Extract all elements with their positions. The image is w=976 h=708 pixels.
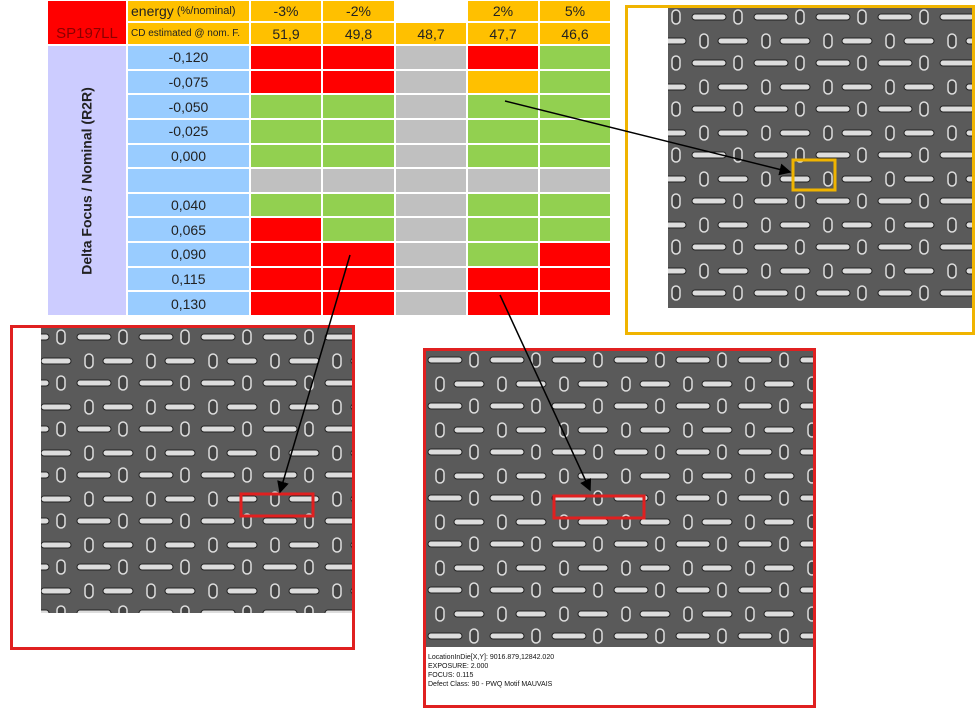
- status-cell: [467, 118, 539, 144]
- sem-photo: [41, 328, 352, 613]
- status-cell: [322, 168, 395, 193]
- caption-line: FOCUS: 0.115: [428, 672, 474, 679]
- image-caption: LocationInDie[X,Y]: 9016.879,12842.020 EX…: [428, 653, 554, 689]
- focus-energy-table: SP197LL Delta Focus / Nominal (R2R) energy…: [0, 0, 620, 320]
- status-cell: [539, 143, 611, 169]
- status-cell: [395, 266, 467, 292]
- status-cell: [539, 94, 611, 119]
- cd-header: 51,9: [250, 22, 322, 45]
- status-cell: [467, 94, 539, 119]
- status-cell: [322, 242, 395, 267]
- status-cell: [467, 291, 539, 316]
- status-cell: [395, 242, 467, 267]
- status-cell: [395, 118, 467, 144]
- status-cell: [322, 94, 395, 119]
- status-cell: [395, 45, 467, 70]
- status-cell: [250, 266, 322, 292]
- focus-value: -0,050: [127, 94, 250, 119]
- focus-value: 0,065: [127, 217, 250, 243]
- status-cell: [250, 143, 322, 169]
- status-cell: [539, 118, 611, 144]
- status-cell: [395, 217, 467, 243]
- row-axis-label-text: Delta Focus / Nominal (R2R): [79, 86, 95, 275]
- status-cell: [539, 45, 611, 70]
- status-cell: [322, 266, 395, 292]
- caption-line: LocationInDie[X,Y]: 9016.879,12842.020: [428, 654, 555, 661]
- cd-header: 48,7: [395, 22, 467, 45]
- energy-header: -3%: [250, 0, 322, 22]
- status-cell: [322, 192, 395, 218]
- status-cell: [539, 266, 611, 292]
- energy-header: [395, 0, 467, 22]
- status-cell: [322, 69, 395, 95]
- cd-header: 47,7: [467, 22, 539, 45]
- focus-value: 0,090: [127, 242, 250, 267]
- header-label: energy (%/nominal): [127, 0, 250, 22]
- status-cell: [250, 118, 322, 144]
- status-cell: [395, 69, 467, 95]
- focus-value: 0,000: [127, 143, 250, 169]
- sem-image-bottom-left: [10, 325, 355, 650]
- header-text: energy: [131, 3, 174, 19]
- status-cell: [322, 45, 395, 70]
- status-cell: [539, 168, 611, 193]
- status-cell: [322, 118, 395, 144]
- focus-value: -0,025: [127, 118, 250, 144]
- cd-header: 46,6: [539, 22, 611, 45]
- status-cell: [250, 242, 322, 267]
- sem-photo: [426, 351, 813, 647]
- status-cell: [467, 192, 539, 218]
- corner-label: SP197LL: [47, 0, 127, 45]
- status-cell: [395, 94, 467, 119]
- sem-photo: [668, 8, 972, 308]
- sem-image-top: [625, 5, 975, 335]
- status-cell: [322, 291, 395, 316]
- status-cell: [250, 69, 322, 95]
- status-cell: [250, 217, 322, 243]
- status-cell: [467, 69, 539, 95]
- status-cell: [467, 168, 539, 193]
- focus-value: 0,115: [127, 266, 250, 292]
- status-cell: [395, 143, 467, 169]
- status-cell: [539, 217, 611, 243]
- caption-line: EXPOSURE: 2.000: [428, 663, 489, 670]
- header-text: (%/nominal): [176, 5, 236, 17]
- caption-line: Defect Class: 90 - PWQ Motif MAUVAIS: [428, 681, 553, 688]
- energy-header: 5%: [539, 0, 611, 22]
- energy-header: 2%: [467, 0, 539, 22]
- focus-value: -0,075: [127, 69, 250, 95]
- status-cell: [467, 217, 539, 243]
- status-cell: [467, 242, 539, 267]
- focus-value: -0,120: [127, 45, 250, 70]
- status-cell: [395, 168, 467, 193]
- status-cell: [467, 143, 539, 169]
- status-cell: [250, 168, 322, 193]
- cd-header: 49,8: [322, 22, 395, 45]
- status-cell: [395, 192, 467, 218]
- focus-value: [127, 168, 250, 193]
- focus-value: 0,040: [127, 192, 250, 218]
- sem-image-bottom-right: LocationInDie[X,Y]: 9016.879,12842.020 EX…: [423, 348, 816, 708]
- status-cell: [250, 291, 322, 316]
- status-cell: [539, 69, 611, 95]
- status-cell: [250, 192, 322, 218]
- status-cell: [467, 45, 539, 70]
- status-cell: [322, 143, 395, 169]
- status-cell: [467, 266, 539, 292]
- header-label: CD estimated @ nom. F.: [127, 22, 250, 45]
- energy-header: -2%: [322, 0, 395, 22]
- status-cell: [539, 291, 611, 316]
- status-cell: [250, 45, 322, 70]
- status-cell: [322, 217, 395, 243]
- status-cell: [539, 242, 611, 267]
- status-cell: [250, 94, 322, 119]
- row-axis-label: Delta Focus / Nominal (R2R): [47, 45, 127, 316]
- status-cell: [539, 192, 611, 218]
- focus-value: 0,130: [127, 291, 250, 316]
- status-cell: [395, 291, 467, 316]
